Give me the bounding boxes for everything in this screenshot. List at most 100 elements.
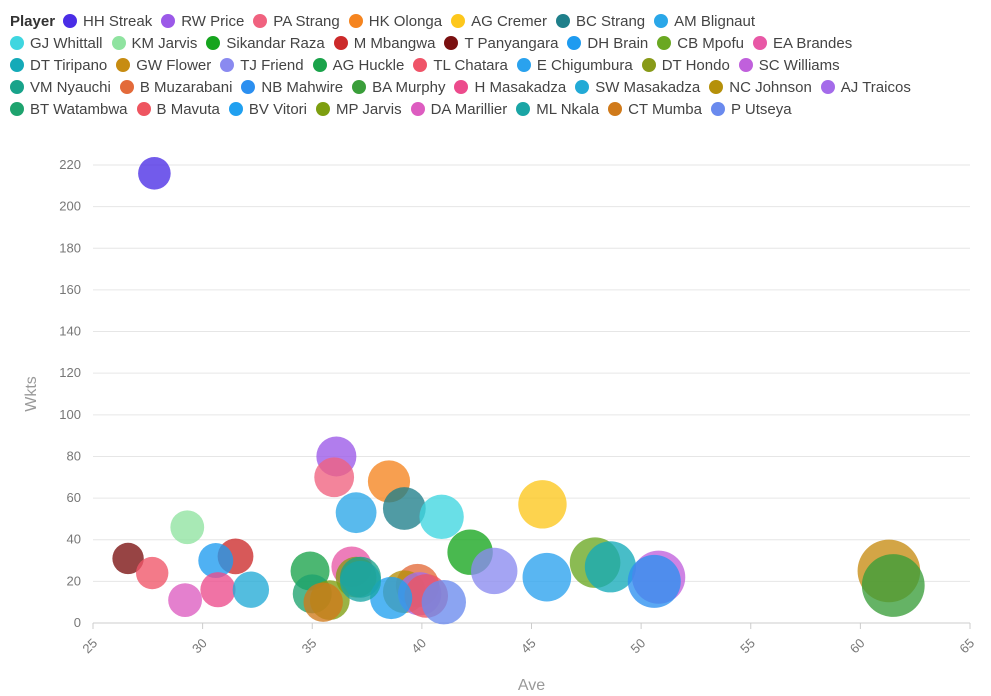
legend-item[interactable]: AJ Traicos <box>820 78 911 96</box>
legend-row: BT Watambwa B Mavuta BV Vitori MP Jarvis DA … <box>10 98 985 120</box>
legend-marker <box>413 58 428 72</box>
legend-item[interactable]: AM Blignaut <box>654 13 755 30</box>
legend-item[interactable]: HK Olonga <box>348 12 443 30</box>
legend-label: H Masakadza <box>474 78 567 96</box>
data-point[interactable] <box>168 583 202 617</box>
x-tick-label: 35 <box>299 635 320 656</box>
data-point[interactable] <box>335 492 377 534</box>
legend-item[interactable]: DH Brain <box>567 35 648 52</box>
legend-item[interactable]: BA Murphy <box>352 79 445 96</box>
data-point[interactable] <box>198 543 234 579</box>
data-point[interactable] <box>584 541 637 593</box>
legend-marker <box>119 80 134 94</box>
legend-label: MP Jarvis <box>336 100 402 118</box>
legend-item[interactable]: NB Mahwire <box>241 79 343 96</box>
data-point[interactable] <box>370 576 413 620</box>
legend-label: DT Tiripano <box>30 56 108 74</box>
legend-item[interactable]: ML Nkala <box>516 101 599 118</box>
legend-label: M Mbangwa <box>353 34 436 52</box>
data-point[interactable] <box>112 542 144 575</box>
data-point[interactable] <box>170 510 205 545</box>
legend-item[interactable]: RW Price <box>161 13 244 30</box>
y-tick-label: 100 <box>59 407 81 422</box>
legend-marker <box>228 102 243 116</box>
data-point[interactable] <box>471 547 518 595</box>
legend-item[interactable]: GJ Whittall <box>10 35 103 52</box>
legend-item[interactable]: PA Strang <box>253 13 340 30</box>
data-point[interactable] <box>419 494 464 540</box>
legend-label: BA Murphy <box>372 78 446 96</box>
legend-marker <box>709 80 724 94</box>
legend-item[interactable]: BV Vitori <box>228 101 307 118</box>
data-point[interactable] <box>232 571 270 608</box>
y-tick-label: 20 <box>67 573 81 588</box>
legend-item[interactable]: GW Flower <box>116 57 211 74</box>
legend-item[interactable]: P Utseya <box>711 101 792 118</box>
legend-item[interactable]: B Muzarabani <box>119 79 232 96</box>
legend-item[interactable]: DT Hondo <box>641 57 730 74</box>
legend-item[interactable]: SW Masakadza <box>575 79 700 96</box>
legend-marker <box>206 36 221 50</box>
data-point[interactable] <box>135 556 169 590</box>
data-point[interactable] <box>314 457 355 498</box>
legend-item[interactable]: VM Nyauchi <box>10 79 111 96</box>
legend-item[interactable]: CB Mpofu <box>657 35 744 52</box>
data-point[interactable] <box>339 560 381 602</box>
legend-item[interactable]: DT Tiripano <box>10 57 107 74</box>
legend-item[interactable]: T Panyangara <box>444 35 558 52</box>
legend-marker <box>820 80 835 94</box>
data-point[interactable] <box>303 582 343 622</box>
legend-item[interactable]: DA Marillier <box>410 101 507 118</box>
y-tick-label: 40 <box>67 532 81 547</box>
data-point[interactable] <box>518 480 567 529</box>
legend-marker <box>641 58 656 72</box>
data-point[interactable] <box>861 554 925 617</box>
legend-item[interactable]: SC Williams <box>738 57 840 74</box>
y-tick-label: 0 <box>74 615 81 630</box>
chart-legend: Player HH Streak RW Price PA Strang HK Olong… <box>10 10 985 120</box>
legend-row: DT Tiripano GW Flower TJ Friend AG Huckle TL… <box>10 54 985 76</box>
legend-item[interactable]: BT Watambwa <box>10 101 128 118</box>
legend-label: GW Flower <box>136 56 212 74</box>
legend-marker <box>10 58 24 72</box>
legend-marker <box>711 102 725 116</box>
legend-marker <box>575 80 590 94</box>
data-point[interactable] <box>522 552 572 602</box>
legend-item[interactable]: HH Streak <box>63 13 152 30</box>
legend-item[interactable]: H Masakadza <box>454 79 566 96</box>
data-point[interactable] <box>382 487 426 530</box>
legend-marker <box>657 36 672 50</box>
legend-item[interactable]: TJ Friend <box>220 57 304 74</box>
legend-marker <box>116 58 131 72</box>
legend-label: EA Brandes <box>772 34 853 52</box>
legend-label: AM Blignaut <box>674 12 756 30</box>
legend-item[interactable]: BC Strang <box>555 13 645 30</box>
legend-marker <box>738 58 753 72</box>
data-point[interactable] <box>421 579 466 625</box>
legend-item[interactable]: M Mbangwa <box>333 34 436 52</box>
legend-item[interactable]: B Mavuta <box>136 101 220 118</box>
legend-item[interactable]: AG Huckle <box>312 57 404 74</box>
legend-label: BT Watambwa <box>30 100 128 118</box>
legend-label: HK Olonga <box>368 12 443 30</box>
legend-item[interactable]: NC Johnson <box>709 79 812 96</box>
legend-marker <box>241 80 256 94</box>
legend-item[interactable]: AG Cremer <box>451 13 547 30</box>
legend-label: E Chigumbura <box>536 56 633 74</box>
y-tick-label: 140 <box>59 324 81 339</box>
legend-item[interactable]: TL Chatara <box>413 57 508 74</box>
data-point[interactable] <box>627 554 681 608</box>
legend-item[interactable]: MP Jarvis <box>316 101 402 118</box>
legend-label: SW Masakadza <box>595 78 701 96</box>
legend-marker <box>516 102 531 116</box>
legend-label: AJ Traicos <box>840 78 911 96</box>
legend-item[interactable]: E Chigumbura <box>516 56 633 74</box>
legend-item[interactable]: KM Jarvis <box>111 35 197 52</box>
legend-item[interactable]: EA Brandes <box>752 34 853 52</box>
data-point[interactable] <box>200 572 236 608</box>
legend-title: Player <box>10 12 56 30</box>
legend-label: NB Mahwire <box>261 78 344 96</box>
data-point[interactable] <box>138 157 171 190</box>
legend-item[interactable]: Sikandar Raza <box>206 35 325 52</box>
legend-item[interactable]: CT Mumba <box>608 101 702 118</box>
